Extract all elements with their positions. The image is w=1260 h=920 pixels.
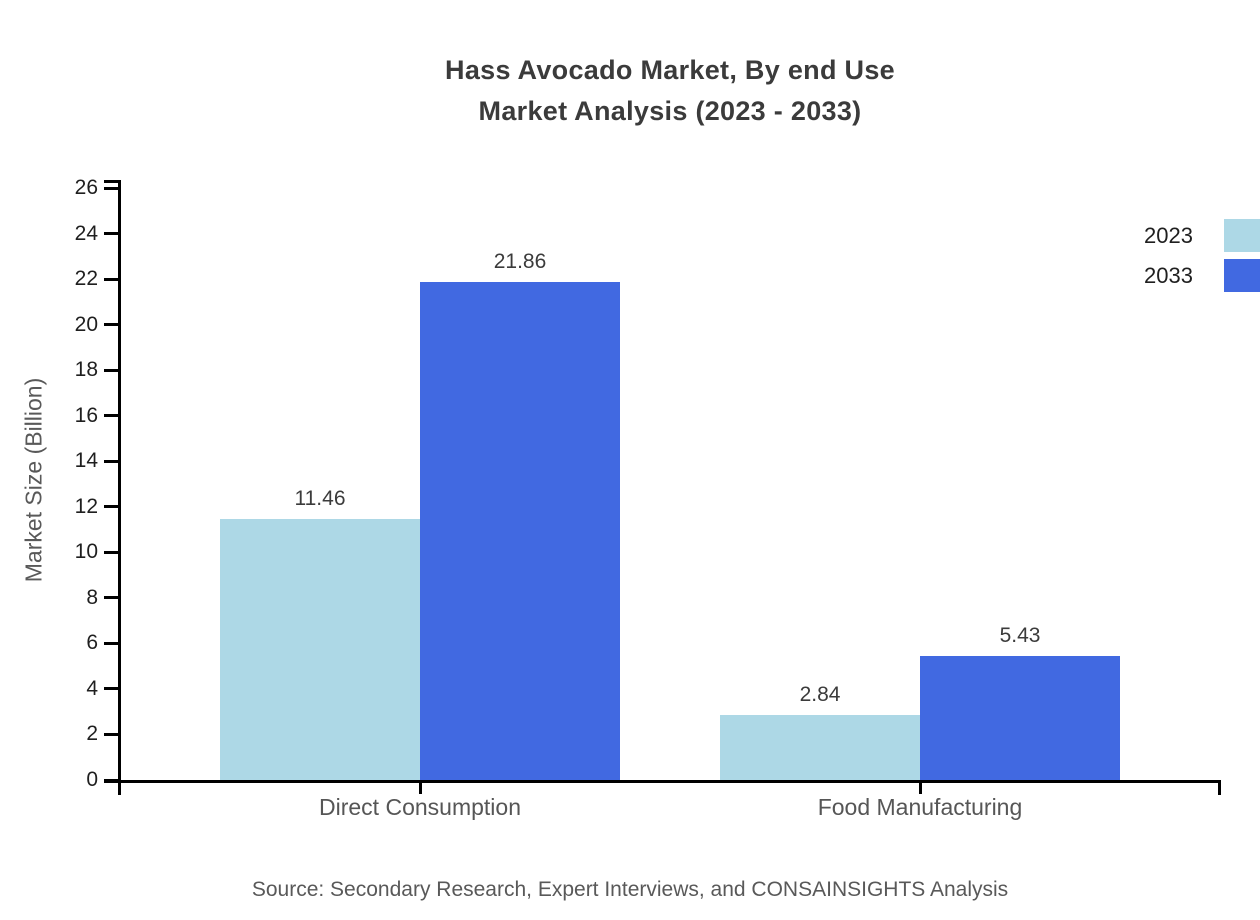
y-tick-label: 14 (74, 449, 98, 473)
y-tick-label: 22 (74, 267, 98, 291)
y-tick-label: 16 (74, 403, 98, 427)
y-tick-label: 20 (74, 312, 98, 336)
bar-2033-food-manufacturing (920, 656, 1120, 780)
chart-title-line-1: Hass Avocado Market, By end Use (445, 55, 895, 85)
bar-2023-food-manufacturing (720, 715, 920, 780)
bar-2023-direct-consumption (220, 519, 420, 780)
y-tick-label: 2 (86, 722, 98, 746)
y-tick-mark (104, 778, 121, 782)
legend-item-2023: 2023 (1144, 219, 1260, 252)
x-axis-end-cap (1218, 780, 1221, 795)
legend-swatch-2033-icon (1224, 259, 1260, 292)
y-tick-mark (104, 596, 121, 600)
y-tick-mark (104, 232, 121, 236)
value-label: 21.86 (493, 250, 547, 274)
y-tick-mark (104, 368, 121, 372)
x-axis-line (104, 780, 1221, 783)
x-category-label-food-manufacturing: Food Manufacturing (817, 794, 1023, 820)
y-axis-line (118, 180, 121, 795)
legend-label: 2033 (1144, 262, 1193, 288)
y-tick-label: 0 (86, 768, 98, 791)
legend: 2023 2033 (1144, 219, 1260, 292)
y-tick-mark (104, 459, 121, 463)
value-label: 11.46 (294, 487, 346, 511)
y-axis-top-cap (104, 180, 121, 183)
x-tick-mark (918, 780, 922, 794)
y-tick-label: 12 (74, 494, 98, 518)
y-tick-mark (104, 323, 121, 327)
y-tick-label: 6 (86, 631, 98, 655)
y-tick-label: 26 (74, 176, 98, 199)
y-tick-mark (104, 641, 121, 645)
value-label: 2.84 (799, 683, 841, 707)
y-tick-mark (104, 186, 121, 190)
bar-2033-direct-consumption (420, 282, 620, 780)
y-tick-mark (104, 550, 121, 554)
legend-item-2033: 2033 (1144, 259, 1260, 292)
x-tick-mark (418, 780, 422, 794)
y-tick-label: 4 (86, 676, 98, 700)
value-label: 5.43 (999, 624, 1041, 648)
y-tick-label: 24 (74, 221, 98, 245)
y-tick-label: 10 (74, 540, 98, 564)
legend-label: 2023 (1144, 222, 1193, 248)
source-note: Source: Secondary Research, Expert Inter… (251, 878, 1009, 901)
chart-title: Hass Avocado Market, By end Use Market A… (120, 50, 1220, 132)
y-tick-mark (104, 732, 121, 736)
x-category-label-direct-consumption: Direct Consumption (319, 794, 521, 820)
y-tick-mark (104, 505, 121, 509)
y-tick-mark (104, 277, 121, 281)
y-tick-mark (104, 414, 121, 418)
y-tick-label: 8 (86, 585, 98, 609)
y-tick-label: 18 (74, 358, 98, 382)
legend-swatch-2023-icon (1224, 219, 1260, 252)
y-tick-mark (104, 687, 121, 691)
chart-title-line-2: Market Analysis (2023 - 2033) (478, 96, 862, 126)
